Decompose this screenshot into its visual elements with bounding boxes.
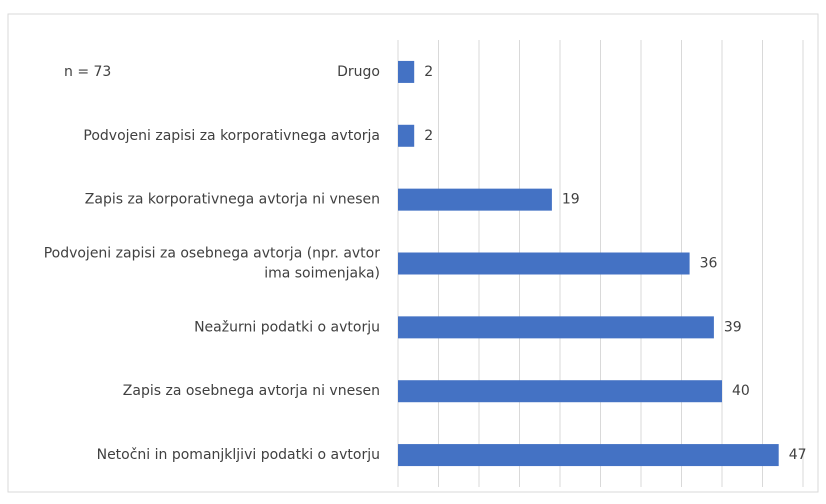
data-label: 47 — [789, 447, 807, 463]
y-tick-label: Neažurni podatki o avtorju — [194, 319, 380, 335]
data-label: 39 — [724, 319, 742, 335]
bar — [398, 124, 415, 147]
data-label: 2 — [424, 64, 433, 80]
data-label: 19 — [562, 192, 580, 208]
y-tick-label: Podvojeni zapisi za osebnega avtorja (np… — [44, 246, 381, 282]
data-label: 40 — [732, 383, 750, 399]
data-label: 2 — [424, 128, 433, 144]
bar — [398, 316, 714, 339]
y-tick-label: Drugo — [337, 64, 380, 80]
bar — [398, 252, 690, 275]
bar — [398, 60, 415, 83]
y-tick-label: Zapis za korporativnega avtorja ni vnese… — [85, 192, 380, 208]
annotation: n = 73 — [64, 64, 111, 80]
y-tick-label: Netočni in pomanjkljivi podatki o avtorj… — [97, 447, 380, 463]
y-tick-label: Zapis za osebnega avtorja ni vnesen — [123, 383, 380, 399]
bar — [398, 444, 779, 467]
data-label: 36 — [700, 256, 718, 272]
y-tick-label: Podvojeni zapisi za korporativnega avtor… — [83, 128, 380, 144]
bar — [398, 188, 552, 211]
bar — [398, 380, 722, 403]
